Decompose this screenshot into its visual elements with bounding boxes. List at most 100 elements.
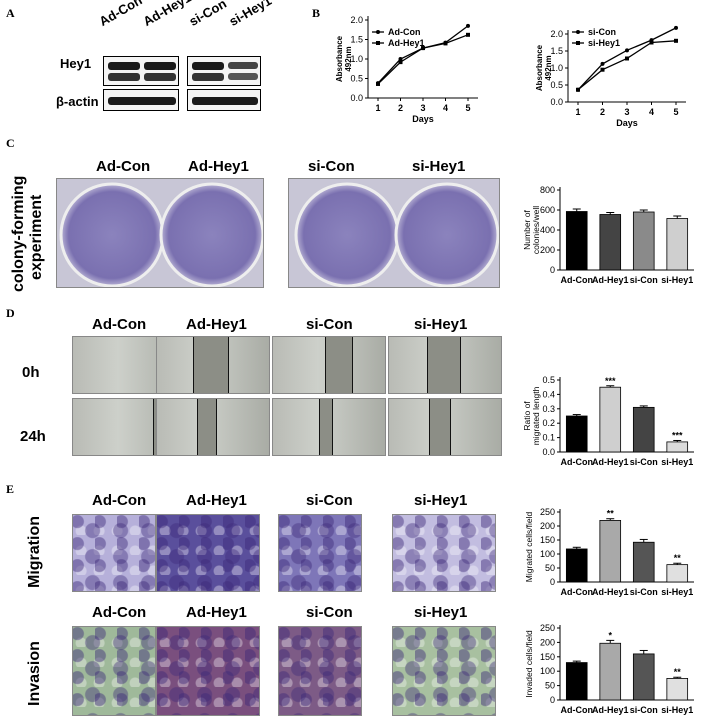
x-tick-label: 4	[443, 103, 448, 113]
y-tick-label: 2.0	[550, 29, 563, 39]
significance-label: **	[607, 509, 615, 519]
transwell-col-label: Ad-Con	[92, 604, 147, 621]
absorbance-chart-si: 0.0 0.5 1.0 1.5 2.0 1 2 3 4 5 Days Absorbance492nm s…	[535, 25, 686, 128]
x-tick-label: 3	[624, 107, 629, 117]
y-tick-label: 200	[540, 245, 555, 255]
bar	[666, 564, 689, 583]
significance-label: *	[608, 630, 612, 640]
transwell-micrograph	[278, 626, 362, 716]
migration-ratio-bar-chart: 0.0 0.1 0.2 0.3 0.4 0.5 Ad-Con *** Ad-Hey1 si-Con…	[522, 375, 694, 467]
significance-label: ***	[605, 376, 616, 386]
transwell-col-label: Ad-Hey1	[186, 492, 247, 509]
legend-label: Ad-Hey1	[388, 38, 425, 48]
y-tick-label: 600	[540, 205, 555, 215]
y-tick-label: 0.5	[350, 74, 363, 84]
data-point	[466, 23, 470, 28]
data-point	[398, 57, 403, 61]
transwell-row-label: Invasion	[26, 641, 43, 706]
category-label: Ad-Con	[561, 275, 594, 285]
data-point	[600, 61, 605, 66]
lane-label: Ad-Con	[96, 0, 145, 29]
category-label: si-Hey1	[661, 275, 693, 285]
y-tick-label: 0.3	[542, 404, 555, 414]
y-tick-label: 100	[540, 549, 555, 559]
y-tick-label: 0.4	[542, 389, 555, 399]
data-point	[421, 46, 425, 51]
category-label: Ad-Con	[561, 705, 594, 715]
y-tick-label: 0.2	[542, 418, 555, 428]
blot-hey1-ad	[103, 56, 179, 86]
data-point	[674, 38, 678, 43]
legend-label: si-Hey1	[588, 38, 620, 48]
wound-micrograph	[156, 336, 270, 394]
y-tick-label: 400	[540, 225, 555, 235]
category-label: si-Con	[630, 705, 658, 715]
bar	[599, 519, 622, 583]
transwell-micrograph	[72, 626, 156, 716]
wound-row-label: 24h	[20, 428, 46, 445]
colony-side-label-2: experiment	[28, 194, 45, 280]
blot-row-label: β-actin	[56, 94, 99, 109]
y-tick-label: 250	[540, 623, 555, 633]
data-point	[398, 60, 403, 65]
transwell-micrograph	[156, 514, 260, 592]
bar	[666, 441, 689, 453]
blot-row-label: Hey1	[60, 56, 92, 71]
y-axis-label: Number ofcolonies/well	[522, 206, 541, 254]
transwell-micrograph	[278, 514, 362, 592]
x-tick-label: 2	[398, 103, 403, 113]
category-label: si-Con	[630, 587, 658, 597]
y-tick-label: 1.5	[550, 46, 563, 56]
transwell-col-label: si-Con	[306, 604, 353, 621]
legend-label: si-Con	[588, 27, 616, 37]
y-tick-label: 50	[545, 563, 555, 573]
y-tick-label: 0	[550, 265, 555, 275]
wound-col-label: si-Con	[306, 316, 353, 333]
y-tick-label: 2.0	[350, 15, 363, 25]
y-tick-label: 0.1	[542, 433, 555, 443]
x-axis-label: Days	[412, 114, 434, 124]
y-tick-label: 50	[545, 681, 555, 691]
transwell-col-label: Ad-Hey1	[186, 604, 247, 621]
x-tick-label: 3	[420, 103, 425, 113]
legend-label: Ad-Con	[388, 27, 421, 37]
x-axis-label: Days	[616, 118, 638, 128]
invaded-cells-bar-chart: 0 50 100 150 200 250 Ad-Con * Ad-Hey1 si-Con ** si-…	[524, 623, 694, 715]
wound-micrograph	[272, 336, 386, 394]
data-point	[466, 32, 470, 37]
y-tick-label: 1.0	[350, 54, 363, 64]
absorbance-chart-ad: 0.0 0.5 1.0 1.5 2.0 1 2 3 4 5 Days Absorbance492nm A…	[335, 15, 478, 124]
bar	[632, 541, 655, 583]
lane-label: si-Hey1	[226, 0, 275, 29]
category-label: Ad-Con	[561, 457, 594, 467]
bar	[565, 415, 588, 453]
legend-marker	[376, 30, 380, 34]
y-tick-label: 100	[540, 666, 555, 676]
x-tick-label: 1	[375, 103, 380, 113]
x-tick-label: 5	[465, 103, 470, 113]
y-tick-label: 1.0	[550, 63, 563, 73]
transwell-micrograph	[392, 514, 496, 592]
colony-col-label: Ad-Hey1	[188, 158, 249, 175]
data-point	[649, 40, 654, 45]
colony-col-label: Ad-Con	[96, 158, 151, 175]
category-label: si-Hey1	[661, 587, 693, 597]
y-tick-label: 0.0	[542, 447, 555, 457]
y-axis-label: Ratio ofmigrated length	[522, 386, 541, 445]
legend-marker	[576, 41, 580, 45]
y-axis-label: Absorbance492nm	[335, 35, 353, 82]
category-label: si-Hey1	[661, 457, 693, 467]
bar	[599, 642, 622, 701]
wound-col-label: Ad-Hey1	[186, 316, 247, 333]
y-tick-label: 0.5	[550, 80, 563, 90]
data-point	[376, 81, 380, 86]
x-tick-label: 1	[575, 107, 580, 117]
colony-plate-si	[288, 178, 500, 288]
blot-actin-ad	[103, 89, 179, 111]
bar	[599, 214, 622, 271]
panel-letter-e: E	[6, 482, 15, 496]
data-point	[576, 87, 580, 92]
bar	[565, 662, 588, 701]
y-tick-label: 0	[550, 695, 555, 705]
blot-hey1-si	[187, 56, 261, 86]
